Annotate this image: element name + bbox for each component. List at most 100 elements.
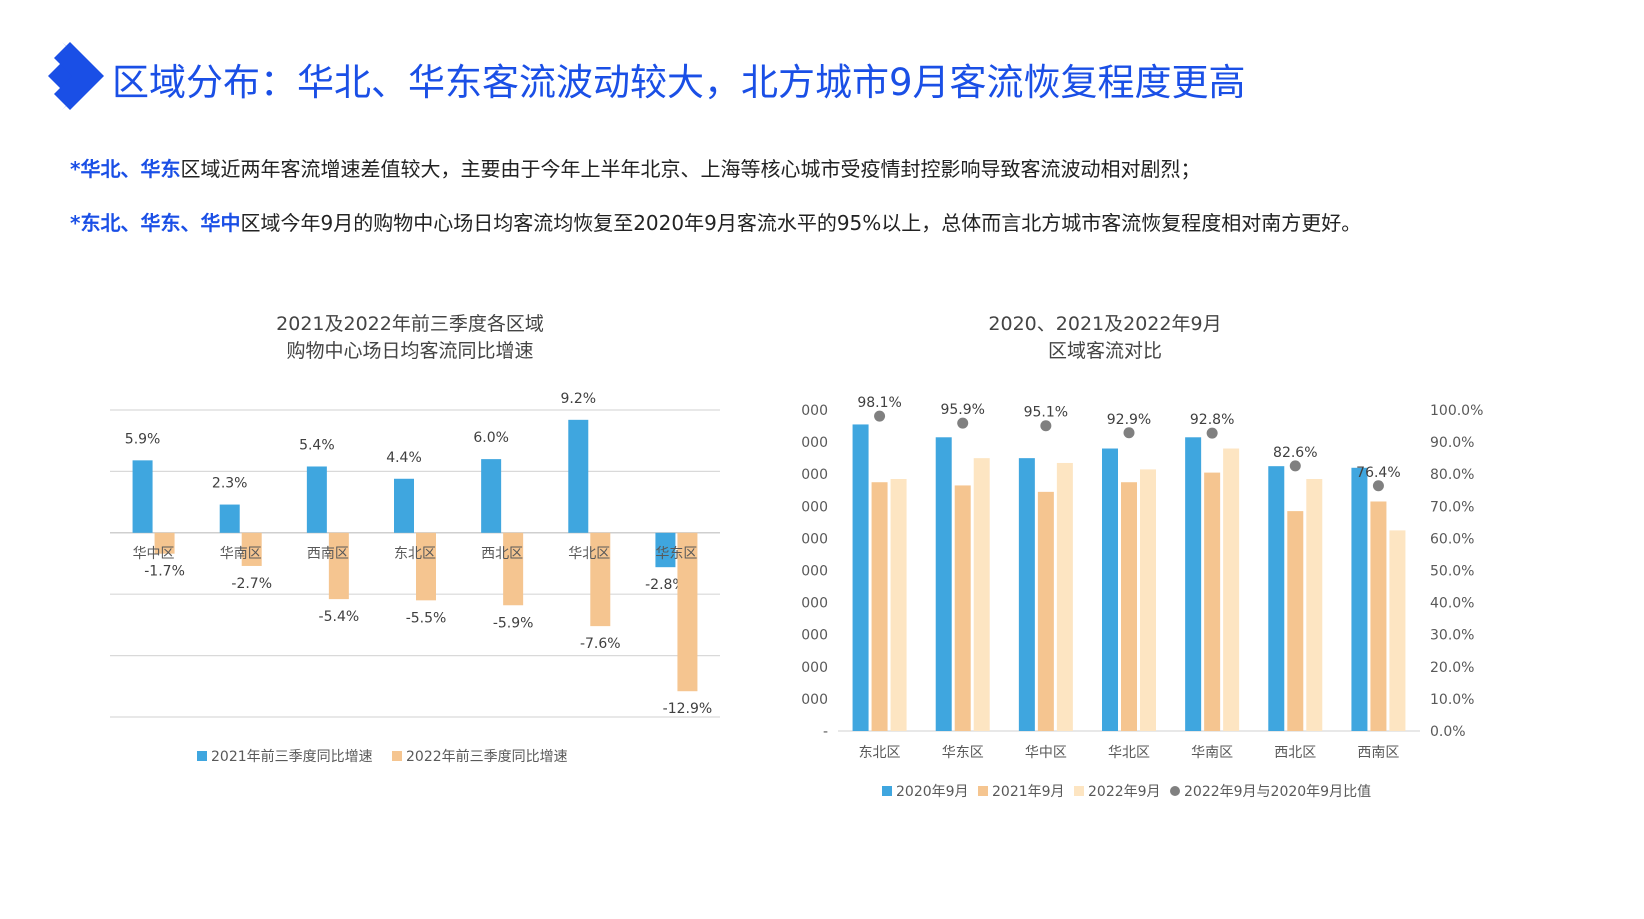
data-label: -5.5% <box>406 610 447 626</box>
category-label: 华北区 <box>568 546 610 562</box>
data-label: -2.8% <box>645 577 686 593</box>
y-tick-label: 12,000 <box>800 531 828 547</box>
bar-2022年9月 <box>1223 448 1240 731</box>
bar-2021 <box>394 478 414 533</box>
chart2-title-line1: 2020、2021及2022年9月 <box>988 313 1222 335</box>
legend-label: 2021年9月 <box>992 784 1065 800</box>
category-label: 东北区 <box>394 546 436 562</box>
bullet-1-star: * <box>70 157 81 181</box>
data-label: 4.4% <box>386 450 422 466</box>
y2-tick-label: 60.0% <box>1430 531 1474 547</box>
bullet-1: *华北、华东区域近两年客流增速差值较大，主要由于今年上半年北京、上海等核心城市受… <box>70 153 1200 182</box>
ratio-label: 92.9% <box>1107 412 1151 428</box>
bar-2022 <box>241 532 262 566</box>
bar-2021年9月 <box>1037 491 1054 731</box>
ratio-point <box>957 417 969 429</box>
data-label: 5.9% <box>125 431 161 447</box>
bar-2022 <box>154 532 175 554</box>
legend-swatch <box>197 751 207 761</box>
y2-tick-label: 70.0% <box>1430 499 1474 515</box>
category-label: 西南区 <box>307 546 349 562</box>
category-label: 华南区 <box>1191 745 1233 761</box>
y-tick-label: 10,000 <box>800 564 828 580</box>
y-tick-label: 14,000 <box>800 499 828 515</box>
bar-2022年9月 <box>1056 462 1073 731</box>
legend-label: 2022年9月 <box>1088 784 1161 800</box>
bar-2021 <box>306 466 327 533</box>
ratio-label: 95.9% <box>940 402 984 418</box>
bar-2021年9月 <box>1121 482 1137 731</box>
y2-tick-label: 30.0% <box>1430 628 1474 644</box>
category-label: 华东区 <box>655 546 697 562</box>
chart1-title-line2: 购物中心场日均客流同比增速 <box>286 340 534 362</box>
chart2-title: 2020、2021及2022年9月 区域客流对比 <box>950 311 1260 365</box>
data-label: -2.7% <box>231 576 272 592</box>
data-label: 6.0% <box>473 430 509 446</box>
legend-label: 2022年9月与2020年9月比值 <box>1184 784 1371 800</box>
y-tick-label: 18,000 <box>800 435 828 451</box>
legend-swatch <box>392 751 402 761</box>
y-tick-label: - <box>823 724 828 740</box>
bar-2022 <box>503 532 524 606</box>
category-label: 华北区 <box>1108 745 1150 761</box>
chart1-title-line1: 2021及2022年前三季度各区域 <box>276 313 544 335</box>
y2-tick-label: 50.0% <box>1430 564 1474 580</box>
bar-2021 <box>655 532 676 568</box>
data-label: -5.4% <box>319 609 360 625</box>
y2-tick-label: 90.0% <box>1430 435 1474 451</box>
legend-label: 2020年9月 <box>896 784 969 800</box>
chart2-title-line2: 区域客流对比 <box>1047 340 1162 362</box>
category-label: 西北区 <box>481 546 523 562</box>
data-label: -1.7% <box>144 564 185 580</box>
y-tick-label: 20,000 <box>800 403 828 419</box>
bar-2022 <box>590 532 611 627</box>
ratio-label: 76.4% <box>1356 465 1400 481</box>
category-label: 西南区 <box>1357 745 1399 761</box>
y-tick-label: 6,000 <box>800 628 828 644</box>
ratio-point <box>1289 460 1301 472</box>
bar-2022 <box>328 532 349 600</box>
bar-2021年9月 <box>954 485 971 731</box>
legend-swatch <box>882 786 892 796</box>
bar-2020年9月 <box>1268 466 1285 731</box>
bar-2021 <box>132 460 153 533</box>
legend-dot <box>1170 786 1180 796</box>
ratio-point <box>1040 420 1052 432</box>
data-label: -12.9% <box>663 701 713 717</box>
bar-2021 <box>219 504 240 533</box>
ratio-point <box>874 410 886 422</box>
bar-2022年9月 <box>890 479 907 731</box>
ratio-label: 95.1% <box>1024 405 1068 421</box>
category-label: 东北区 <box>859 745 901 761</box>
bar-2021年9月 <box>1204 472 1221 731</box>
ratio-point <box>1206 427 1218 439</box>
data-label: -5.9% <box>493 615 534 631</box>
bar-2022年9月 <box>1306 479 1323 731</box>
y2-tick-label: 80.0% <box>1430 467 1474 483</box>
chart1-title: 2021及2022年前三季度各区域 购物中心场日均客流同比增速 <box>220 311 600 365</box>
category-label: 华南区 <box>220 546 262 562</box>
category-label: 华东区 <box>942 745 984 761</box>
ratio-label: 92.8% <box>1190 412 1234 428</box>
page-title: 区域分布：华北、华东客流波动较大，北方城市9月客流恢复程度更高 <box>112 61 1246 104</box>
bullet-2: *东北、华东、华中区域今年9月的购物中心场日均客流均恢复至2020年9月客流水平… <box>70 207 1361 236</box>
ratio-label: 98.1% <box>857 395 901 411</box>
ratio-point <box>1123 427 1135 439</box>
y-tick-label: 2,000 <box>800 692 828 708</box>
category-label: 华中区 <box>133 546 175 562</box>
chart1-growth-bar-chart: 5.9% -1.7% 华中区 2.3% -2.7% 华南区 5.4% -5.4% 西南区 4.4%… <box>110 391 720 765</box>
data-label: 9.2% <box>560 391 596 407</box>
bar-2020年9月 <box>1185 437 1202 731</box>
bullet-2-star: * <box>70 211 81 235</box>
y2-tick-label: 20.0% <box>1430 660 1474 676</box>
data-label: -7.6% <box>580 636 621 652</box>
y2-tick-label: 0.0% <box>1430 724 1466 740</box>
chart2-traffic-bar-chart: - 2,000 4,000 6,000 8,000 10,000 12,000 14,000 1… <box>800 395 1483 800</box>
legend-swatch <box>978 786 988 796</box>
ratio-point <box>1372 480 1384 492</box>
bar-2020年9月 <box>1018 458 1035 731</box>
bar-2022年9月 <box>1389 530 1406 731</box>
bar-2021 <box>568 419 589 533</box>
bar-2021年9月 <box>1287 511 1304 731</box>
y2-tick-label: 100.0% <box>1430 403 1483 419</box>
